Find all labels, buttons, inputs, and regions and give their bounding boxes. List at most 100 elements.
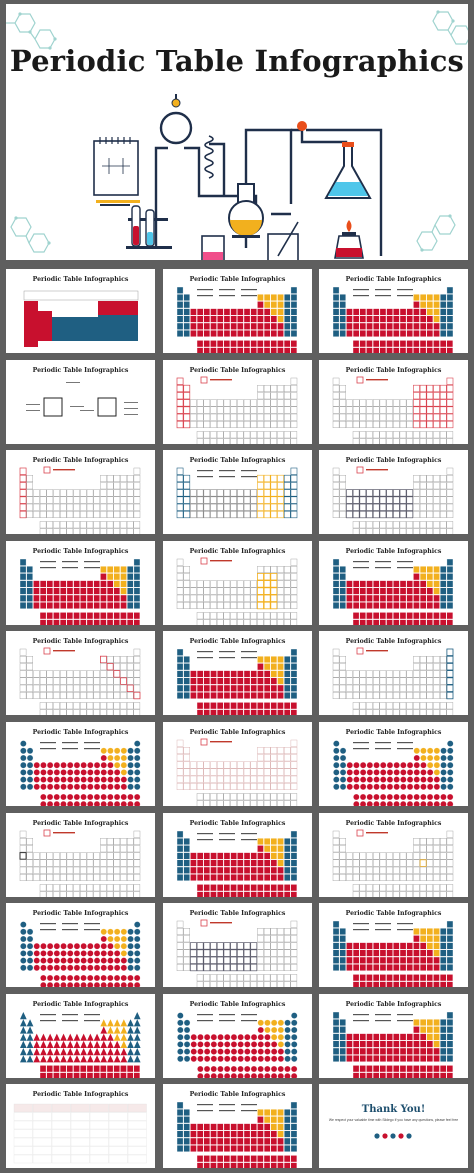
element-cell	[190, 685, 197, 693]
f-block-cell	[353, 793, 360, 801]
f-block-cell	[243, 521, 251, 529]
social-icon[interactable]	[406, 1133, 412, 1139]
slide-thumbnail[interactable]: Periodic Table Infographics	[6, 269, 155, 353]
slide-thumbnail[interactable]: Periodic Table Infographics	[319, 450, 468, 535]
element-cell	[113, 776, 121, 783]
f-block-cell	[386, 437, 393, 444]
f-block-cell	[223, 521, 231, 529]
element-cell	[113, 656, 121, 664]
f-block-cell	[93, 619, 100, 625]
table-cell	[127, 1112, 147, 1122]
f-block-cell	[86, 890, 94, 897]
slide-thumbnail[interactable]: Periodic Table Infographics	[163, 993, 312, 1078]
element-cell	[120, 565, 127, 573]
element-cell	[277, 692, 284, 700]
slide-thumbnail[interactable]: Periodic Table Infographics	[6, 359, 155, 444]
element-cell	[277, 656, 284, 664]
element-cell	[379, 587, 387, 595]
element-cell	[73, 1033, 81, 1041]
legend-line	[366, 831, 388, 833]
f-block-cell	[366, 702, 373, 710]
social-icon[interactable]	[374, 1133, 380, 1139]
slide-thumbnail[interactable]: Periodic Table Infographics	[319, 722, 468, 806]
element-cell	[126, 873, 134, 881]
slide-thumbnail[interactable]: Periodic Table Infographics	[319, 631, 468, 716]
f-block-cell	[386, 1064, 393, 1072]
element-cell	[33, 943, 40, 950]
f-block-cell	[196, 883, 204, 891]
element-cell	[379, 315, 387, 323]
element-cell	[203, 330, 211, 338]
slide-thumbnail[interactable]: Periodic Table Infographics	[163, 450, 312, 535]
f-block-cell	[236, 800, 244, 806]
element-cell	[352, 489, 360, 497]
element-cell	[33, 851, 40, 859]
slide-thumbnail[interactable]: Periodic Table Infographics	[319, 359, 468, 444]
f-block-cell	[53, 1072, 60, 1078]
f-block-cell	[223, 1065, 231, 1072]
element-cell	[426, 956, 434, 964]
f-block-cell	[46, 611, 54, 619]
slide-thumbnail[interactable]: Periodic Table Infographics	[319, 993, 468, 1078]
element-cell	[263, 747, 271, 755]
element-cell	[447, 769, 454, 776]
slide-thumbnail[interactable]: Periodic Table Infographics	[6, 1084, 155, 1169]
f-block-cell	[93, 982, 101, 988]
social-icon[interactable]	[390, 1133, 396, 1139]
hero-slide[interactable]: Periodic Table Infographics	[6, 4, 468, 260]
social-icon[interactable]	[398, 1133, 404, 1139]
slide-thumbnail[interactable]: Periodic Table Infographics	[163, 631, 312, 716]
element-cell	[19, 558, 27, 566]
slide-thumbnail[interactable]: Periodic Table Infographics	[319, 903, 468, 988]
slide-thumbnail[interactable]: Periodic Table Infographics	[163, 540, 312, 625]
slide-thumbnail[interactable]: Periodic Table Infographics	[163, 903, 312, 988]
slide-thumbnail[interactable]: Periodic Table Infographics	[163, 359, 312, 444]
element-cell	[426, 685, 434, 693]
slide-thumbnail[interactable]: Periodic Table Infographics	[163, 722, 312, 806]
f-block-cell	[446, 801, 454, 806]
slide-thumbnail[interactable]: Periodic Table Infographics	[6, 722, 155, 806]
slide-thumbnail[interactable]: Periodic Table Infographics	[163, 269, 312, 353]
element-cell	[270, 413, 278, 421]
f-block-cell	[230, 619, 237, 625]
element-cell	[433, 1040, 440, 1048]
element-cell	[86, 580, 94, 588]
slide-title: Periodic Table Infographics	[32, 1000, 129, 1008]
slide-thumbnail[interactable]: Thank You! We respect your valuable time …	[319, 1084, 468, 1169]
slide-thumbnail[interactable]: Periodic Table Infographics	[163, 1084, 312, 1169]
element-cell	[190, 496, 197, 504]
element-cell	[379, 873, 387, 881]
slide-thumbnail[interactable]: Periodic Table Infographics	[6, 450, 155, 535]
legend-line	[62, 923, 78, 925]
element-cell	[230, 1123, 237, 1131]
element-cell	[290, 391, 298, 399]
element-cell	[346, 762, 353, 769]
slide-thumbnail[interactable]: Periodic Table Infographics	[6, 540, 155, 625]
element-cell	[332, 489, 340, 497]
f-block-cell	[257, 890, 264, 897]
slide-thumbnail[interactable]: Periodic Table Infographics	[6, 812, 155, 897]
element-cell	[183, 844, 191, 852]
f-block-cell	[413, 521, 420, 529]
social-icon[interactable]	[382, 1133, 388, 1139]
slide-thumbnail[interactable]: Periodic Table Infographics	[6, 993, 155, 1078]
element-cell	[386, 873, 393, 881]
element-cell	[426, 565, 434, 573]
element-cell	[366, 851, 373, 859]
f-block-cell	[413, 890, 420, 897]
slide-thumbnail[interactable]: Periodic Table Infographics	[163, 812, 312, 897]
slide-thumbnail[interactable]: Periodic Table Infographics	[319, 269, 468, 353]
slide-preview	[176, 919, 298, 988]
slide-thumbnail[interactable]: Periodic Table Infographics	[319, 540, 468, 625]
legend-square	[200, 738, 208, 746]
element-cell	[413, 496, 420, 504]
slide-thumbnail[interactable]: Periodic Table Infographics	[319, 812, 468, 897]
element-cell	[73, 783, 81, 791]
element-cell	[183, 859, 191, 867]
f-block-cell	[93, 801, 101, 806]
slide-thumbnail[interactable]: Periodic Table Infographics	[6, 903, 155, 988]
slide-thumbnail[interactable]: Periodic Table Infographics	[6, 631, 155, 716]
element-cell	[73, 1040, 81, 1048]
element-cell	[277, 775, 284, 783]
f-block-cell	[359, 528, 367, 535]
